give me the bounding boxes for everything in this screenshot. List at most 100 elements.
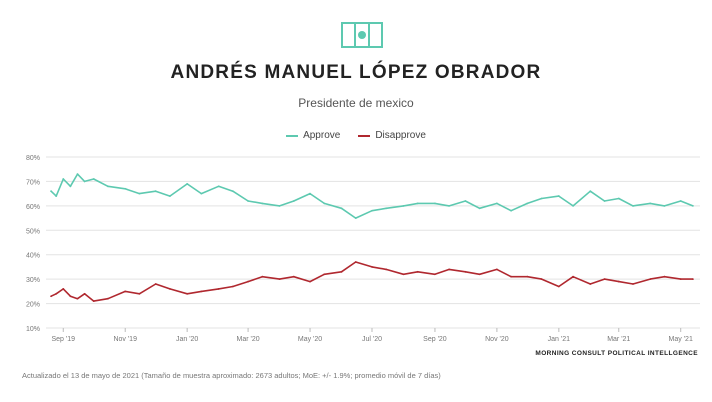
data-point-approve [107,185,109,188]
data-point-disapprove [231,285,234,288]
data-point-approve [217,185,220,188]
x-tick-label: Jan '21 [548,336,570,343]
data-point-approve [603,200,606,202]
chart-legend: Approve Disapprove [0,130,712,141]
data-point-approve [464,200,467,202]
data-point-approve [261,202,264,205]
approval-line-chart: 10% 20% 30% 40% 50% 60% 70% 80% Sep '19 Nov '19 Ja… [26,155,700,343]
data-point-approve [124,187,127,190]
source-label: MORNING CONSULT POLITICAL INTELLGENCE [535,350,698,357]
data-point-disapprove [572,275,574,278]
y-tick-label: 60% [26,204,40,211]
data-point-disapprove [186,292,189,295]
data-point-approve [186,182,189,185]
data-point-disapprove [371,266,373,268]
data-point-approve [416,202,419,205]
data-point-disapprove [526,275,529,278]
data-point-approve [572,204,574,207]
data-point-disapprove [603,278,606,281]
data-point-approve [540,197,543,200]
data-point-disapprove [124,290,127,293]
data-point-approve [434,202,436,205]
data-point-disapprove [261,275,264,278]
data-point-approve [309,192,311,195]
data-point-approve [76,173,79,175]
mexico-flag-icon [341,22,383,48]
data-point-disapprove [50,295,52,298]
data-point-disapprove [168,288,171,290]
y-tick-label: 30% [26,277,40,284]
data-point-disapprove [62,288,65,290]
data-point-approve [632,204,634,207]
data-point-disapprove [649,278,652,281]
legend-item-approve[interactable]: Approve [286,130,340,141]
series-line-disapprove [50,261,693,302]
page-subtitle: Presidente de mexico [298,96,414,110]
data-point-approve [691,204,694,207]
data-point-approve [231,190,234,193]
data-point-disapprove [416,270,419,273]
data-point-approve [62,178,65,180]
x-tick-label: Jan '20 [176,336,198,343]
flag-band-left [343,24,354,46]
x-tick-label: Nov '19 [113,336,137,343]
data-point-approve [323,202,326,205]
x-tick-label: Mar '20 [237,336,260,343]
y-tick-label: 80% [26,155,40,162]
y-tick-label: 50% [26,228,40,235]
data-point-disapprove [154,283,157,285]
data-point-disapprove [55,292,58,295]
data-point-approve [589,190,592,193]
x-tick-label: Mar '21 [607,336,630,343]
data-point-disapprove [354,261,357,263]
y-tick-label: 10% [26,326,40,333]
data-point-approve [340,207,343,210]
page-title: ANDRÉS MANUEL LÓPEZ OBRADOR [170,62,542,83]
x-tick-label: Jul '20 [362,336,382,343]
data-point-approve [495,202,498,205]
data-point-disapprove [434,273,436,276]
x-tick-label: May '20 [298,336,322,343]
data-point-approve [617,197,620,200]
data-point-approve [138,192,141,195]
flag-band-right [370,24,381,46]
y-tick-label: 70% [26,179,40,186]
data-point-approve [510,209,513,212]
data-point-approve [278,204,281,207]
x-tick-label: Sep '20 [423,336,447,343]
data-point-disapprove [448,268,451,271]
data-point-disapprove [292,275,295,278]
data-point-disapprove [385,268,388,271]
data-point-disapprove [69,295,72,298]
legend-label-disapprove: Disapprove [375,130,426,141]
data-point-disapprove [540,278,543,281]
data-point-approve [385,207,388,210]
data-point-approve [154,190,157,193]
data-point-disapprove [76,297,79,300]
data-point-disapprove [632,283,634,285]
data-point-disapprove [663,275,666,278]
data-point-disapprove [217,288,220,290]
data-point-disapprove [323,273,326,276]
data-point-approve [50,190,52,193]
data-point-approve [354,217,357,219]
data-point-disapprove [92,300,95,303]
data-point-approve [478,207,481,210]
x-tick-label: Sep '19 [51,336,75,343]
data-point-disapprove [138,292,141,295]
data-point-disapprove [309,280,311,283]
legend-label-approve: Approve [303,130,341,141]
data-point-approve [292,200,295,202]
data-point-approve [679,200,682,202]
flag-emblem-icon [357,31,366,39]
footnote: Actualizado el 13 de mayo de 2021 (Tamañ… [22,371,441,380]
data-point-approve [448,204,451,207]
data-point-disapprove [557,285,560,288]
legend-item-disapprove[interactable]: Disapprove [358,130,426,141]
data-point-disapprove [107,297,109,300]
data-point-disapprove [340,270,343,273]
data-point-disapprove [83,292,86,295]
data-point-disapprove [510,275,513,278]
data-point-disapprove [478,273,481,276]
y-tick-label: 20% [26,302,40,309]
